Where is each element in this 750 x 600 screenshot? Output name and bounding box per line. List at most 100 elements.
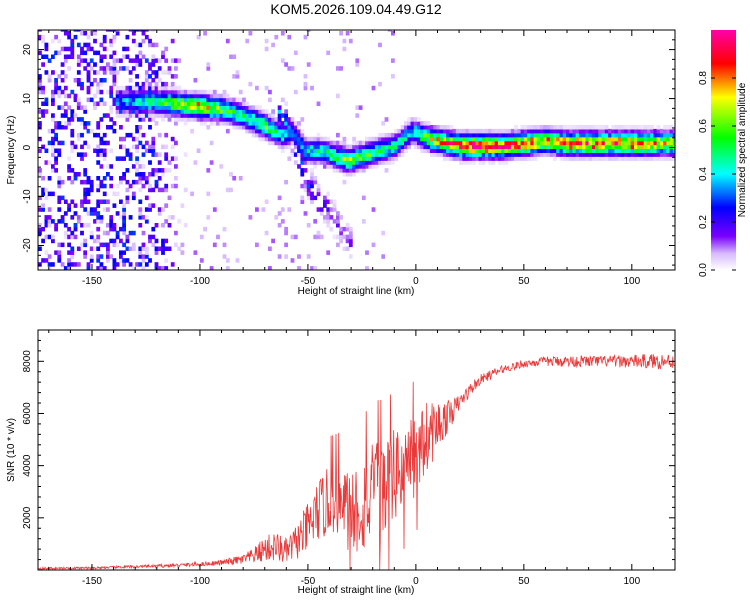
heatmap-cell <box>491 136 496 142</box>
heatmap-cell <box>442 156 447 161</box>
heatmap-cell <box>604 156 609 161</box>
heatmap-cell <box>268 140 272 146</box>
heatmap-cell <box>297 152 301 157</box>
heatmap-cell <box>446 152 450 157</box>
heatmap-cell <box>157 101 162 106</box>
heatmap-cell <box>536 148 541 153</box>
heatmap-cell <box>417 144 421 150</box>
heatmap-cell <box>556 128 560 134</box>
heatmap-cell <box>569 152 573 157</box>
heatmap-cell <box>70 254 75 259</box>
heatmap-cell <box>41 109 45 114</box>
heatmap-cell <box>47 78 52 83</box>
heatmap-cell <box>212 105 217 110</box>
heatmap-cell <box>413 136 418 142</box>
heatmap-cell <box>352 172 356 177</box>
heatmap-cell <box>41 85 45 91</box>
heatmap-cell <box>303 74 308 79</box>
heatmap-cell <box>125 101 130 106</box>
heatmap-cell <box>96 258 101 263</box>
heatmap-cell <box>106 246 110 251</box>
heatmap-cell <box>374 160 379 165</box>
heatmap-cell <box>141 54 146 59</box>
heatmap-cell <box>38 246 42 251</box>
heatmap-cell <box>83 187 88 193</box>
heatmap-cell <box>514 125 518 130</box>
heatmap-cell <box>280 31 285 36</box>
heatmap-cell <box>361 164 366 169</box>
heatmap-cell <box>232 101 237 106</box>
heatmap-cell <box>540 128 544 134</box>
heatmap-cell <box>161 109 165 114</box>
heatmap-cell <box>38 207 42 212</box>
heatmap-cell <box>332 203 337 208</box>
heatmap-cell <box>144 58 149 63</box>
heatmap-cell <box>170 97 175 103</box>
heatmap-cell <box>154 109 159 114</box>
heatmap-cell <box>400 152 405 157</box>
heatmap-cell <box>161 117 165 122</box>
heatmap-cell <box>339 238 343 244</box>
heatmap-cell <box>44 219 49 224</box>
heatmap-cell <box>472 152 476 157</box>
heatmap-cell <box>598 128 603 134</box>
heatmap-cell <box>38 85 42 91</box>
heatmap-cell <box>336 144 340 150</box>
heatmap-cell <box>608 156 612 161</box>
heatmap-cell <box>125 199 130 204</box>
heatmap-cell <box>60 113 65 118</box>
heatmap-cell <box>459 140 463 146</box>
heatmap-cell <box>112 78 117 83</box>
heatmap-cell <box>585 144 590 150</box>
heatmap-cell <box>115 101 120 106</box>
heatmap-cell <box>290 148 295 153</box>
heatmap-cell <box>148 234 152 240</box>
heatmap-cell <box>63 199 68 204</box>
heatmap-cell <box>640 144 645 150</box>
heatmap-cell <box>303 148 308 153</box>
heatmap-cell <box>436 132 441 138</box>
heatmap-cell <box>131 144 136 150</box>
heatmap-cell <box>122 66 126 71</box>
heatmap-cell <box>209 160 214 165</box>
heatmap-cell <box>608 132 612 138</box>
heatmap-cell <box>67 34 71 40</box>
heatmap-cell <box>80 152 84 157</box>
heatmap-cell <box>455 136 460 142</box>
heatmap-cell <box>348 148 353 153</box>
heatmap-cell <box>504 144 509 150</box>
heatmap-cell <box>336 164 340 169</box>
heatmap-cell <box>365 152 369 157</box>
heatmap-cell <box>235 101 240 106</box>
heatmap-cell <box>595 152 599 157</box>
heatmap-cell <box>255 132 259 138</box>
heatmap-cell <box>131 30 136 32</box>
heatmap-cell <box>157 89 162 95</box>
heatmap-cell <box>54 89 58 95</box>
heatmap-cell <box>115 234 120 240</box>
heatmap-cell <box>491 152 496 157</box>
heatmap-cell <box>442 132 447 138</box>
heatmap-cell <box>96 132 101 138</box>
heatmap-cell <box>131 109 136 114</box>
heatmap-cell <box>112 34 117 40</box>
heatmap-cell <box>41 62 45 67</box>
heatmap-cell <box>54 81 58 87</box>
heatmap-cell <box>452 136 457 142</box>
heatmap-cell <box>57 242 62 248</box>
heatmap-cell <box>326 191 331 197</box>
heatmap-cell <box>73 176 78 181</box>
heatmap-cell <box>109 85 114 91</box>
heatmap-cell <box>238 89 243 95</box>
heatmap-cell <box>144 93 149 99</box>
heatmap-cell <box>611 156 616 161</box>
heatmap-cell <box>154 58 159 63</box>
heatmap-cell <box>157 58 162 63</box>
spectrogram-ylabel: Frequency (Hz) <box>6 116 17 185</box>
heatmap-cell <box>151 172 156 177</box>
heatmap-cell <box>93 246 97 251</box>
heatmap-cell <box>63 125 68 130</box>
heatmap-cell <box>336 160 340 165</box>
heatmap-cell <box>345 226 350 232</box>
colorbar-tick-label: 0.2 <box>698 215 709 229</box>
